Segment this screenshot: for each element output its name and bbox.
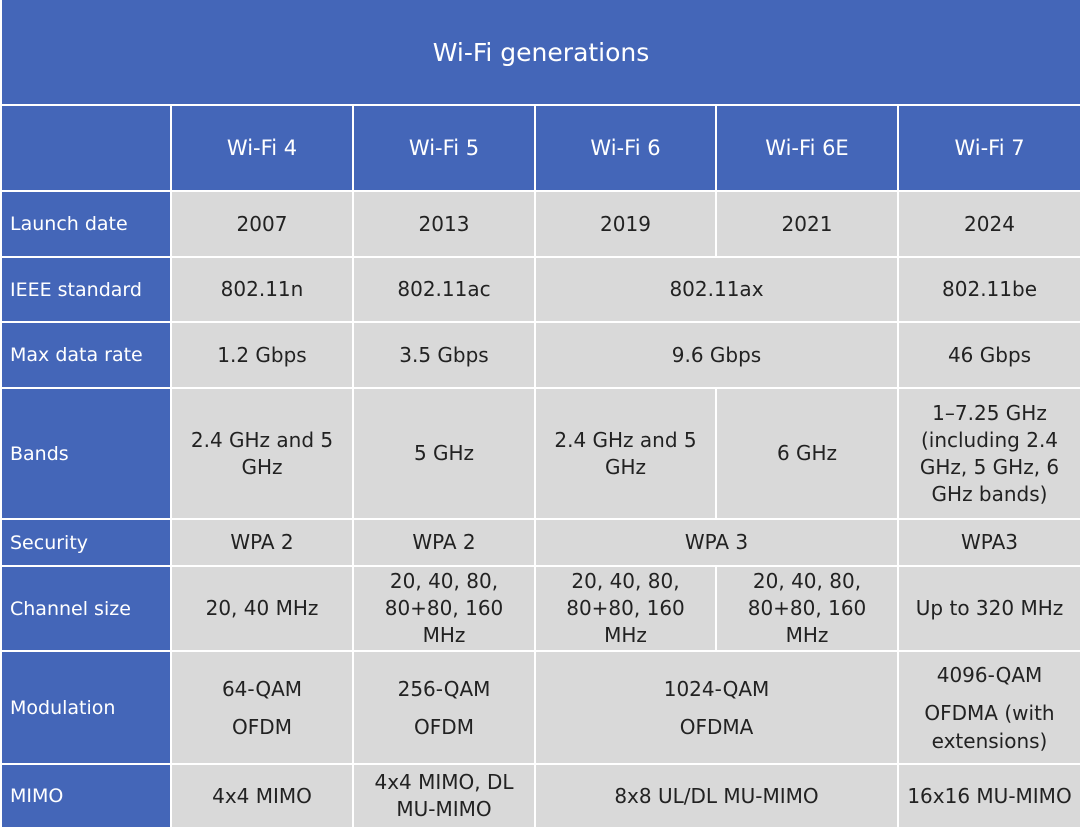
col-header-wifi4: Wi-Fi 4: [170, 104, 354, 192]
rate-wifi5: 3.5 Gbps: [352, 321, 536, 389]
row-label-mimo: MIMO: [0, 763, 172, 828]
launch-date-wifi5: 2013: [352, 190, 536, 258]
modulation-wifi4-qam: 64-QAM: [221, 676, 303, 701]
modulation-wifi7-ofdma: OFDMA (with extensions): [924, 700, 1055, 753]
launch-date-wifi7: 2024: [896, 190, 1080, 258]
bands-wifi7: 1–7.25 GHz (including 2.4 GHz, 5 GHz, 6 …: [896, 387, 1080, 520]
modulation-wifi5-ofdm: OFDM: [414, 714, 474, 739]
security-wifi4: WPA 2: [170, 518, 354, 567]
header-row: Wi-Fi 4 Wi-Fi 5 Wi-Fi 6 Wi-Fi 6E Wi-Fi 7: [0, 104, 1080, 192]
row-label-channel-size: Channel size: [0, 565, 172, 652]
table-row: Bands 2.4 GHz and 5 GHz 5 GHz 2.4 GHz an…: [0, 387, 1080, 520]
col-header-wifi6: Wi-Fi 6: [534, 104, 717, 192]
modulation-wifi5: 256-QAM OFDM: [352, 650, 536, 765]
col-header-wifi7: Wi-Fi 7: [896, 104, 1080, 192]
ieee-wifi6-6e: 802.11ax: [534, 256, 899, 323]
table-title: Wi-Fi generations: [0, 0, 1080, 106]
modulation-wifi5-qam: 256-QAM: [397, 676, 491, 701]
bands-wifi6e: 6 GHz: [715, 387, 899, 520]
row-label-security: Security: [0, 518, 172, 567]
launch-date-wifi6e: 2021: [715, 190, 899, 258]
table-row: Max data rate 1.2 Gbps 3.5 Gbps 9.6 Gbps…: [0, 321, 1080, 389]
mimo-wifi5: 4x4 MIMO, DL MU-MIMO: [352, 763, 536, 828]
table-row: MIMO 4x4 MIMO 4x4 MIMO, DL MU-MIMO 8x8 U…: [0, 763, 1080, 828]
row-label-launch-date: Launch date: [0, 190, 172, 258]
row-label-modulation: Modulation: [0, 650, 172, 765]
security-wifi7: WPA3: [896, 518, 1080, 567]
channel-wifi6e: 20, 40, 80, 80+80, 160 MHz: [715, 565, 899, 652]
modulation-wifi6-6e: 1024-QAM OFDMA: [534, 650, 899, 765]
title-row: Wi-Fi generations: [0, 0, 1080, 106]
col-header-wifi5: Wi-Fi 5: [352, 104, 536, 192]
bands-wifi6: 2.4 GHz and 5 GHz: [534, 387, 717, 520]
table-row: Launch date 2007 2013 2019 2021 2024: [0, 190, 1080, 258]
modulation-wifi4: 64-QAM OFDM: [170, 650, 354, 765]
bands-wifi5: 5 GHz: [352, 387, 536, 520]
ieee-wifi7: 802.11be: [896, 256, 1080, 323]
channel-wifi4: 20, 40 MHz: [170, 565, 354, 652]
mimo-wifi7: 16x16 MU-MIMO: [896, 763, 1080, 828]
row-label-bands: Bands: [0, 387, 172, 520]
channel-wifi5: 20, 40, 80, 80+80, 160 MHz: [352, 565, 536, 652]
modulation-wifi7-qam: 4096-QAM: [936, 662, 1043, 687]
row-label-ieee-standard: IEEE standard: [0, 256, 172, 323]
bands-wifi4: 2.4 GHz and 5 GHz: [170, 387, 354, 520]
launch-date-wifi4: 2007: [170, 190, 354, 258]
corner-cell: [0, 104, 172, 192]
mimo-wifi4: 4x4 MIMO: [170, 763, 354, 828]
mimo-wifi6-6e: 8x8 UL/DL MU-MIMO: [534, 763, 899, 828]
table-row: IEEE standard 802.11n 802.11ac 802.11ax …: [0, 256, 1080, 323]
modulation-wifi6-6e-qam: 1024-QAM: [663, 676, 770, 701]
table-row: Channel size 20, 40 MHz 20, 40, 80, 80+8…: [0, 565, 1080, 652]
col-header-wifi6e: Wi-Fi 6E: [715, 104, 899, 192]
rate-wifi4: 1.2 Gbps: [170, 321, 354, 389]
ieee-wifi5: 802.11ac: [352, 256, 536, 323]
modulation-wifi7: 4096-QAM OFDMA (with extensions): [896, 650, 1080, 765]
channel-wifi7: Up to 320 MHz: [896, 565, 1080, 652]
ieee-wifi4: 802.11n: [170, 256, 354, 323]
rate-wifi7: 46 Gbps: [896, 321, 1080, 389]
security-wifi6-6e: WPA 3: [534, 518, 899, 567]
launch-date-wifi6: 2019: [534, 190, 717, 258]
modulation-wifi4-ofdm: OFDM: [232, 714, 292, 739]
table-row: Modulation 64-QAM OFDM 256-QAM OFDM 1024…: [0, 650, 1080, 765]
row-label-max-data-rate: Max data rate: [0, 321, 172, 389]
modulation-wifi6-6e-ofdma: OFDMA: [679, 714, 754, 739]
table-row: Security WPA 2 WPA 2 WPA 3 WPA3: [0, 518, 1080, 567]
rate-wifi6-6e: 9.6 Gbps: [534, 321, 899, 389]
channel-wifi6: 20, 40, 80, 80+80, 160 MHz: [534, 565, 717, 652]
security-wifi5: WPA 2: [352, 518, 536, 567]
